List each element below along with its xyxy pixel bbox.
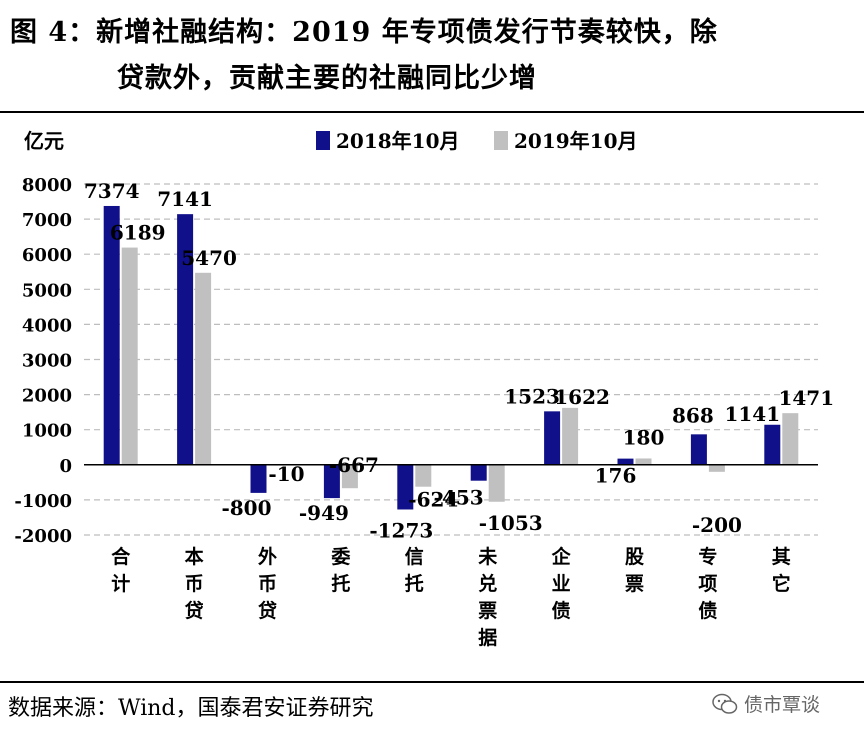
data-label: -624 (408, 488, 458, 512)
category-label-char: 信 (405, 545, 424, 568)
data-label: 1471 (778, 386, 834, 410)
y-tick-label: 1000 (22, 421, 72, 442)
data-label: 7374 (84, 179, 140, 203)
bar-2019 (635, 458, 652, 465)
y-tick-label: 7000 (22, 210, 72, 231)
data-label: -200 (692, 513, 742, 537)
y-axis-unit-label: 亿元 (24, 129, 64, 153)
bar-2018 (764, 424, 781, 465)
category-label-char: 兑 (478, 572, 497, 595)
category-label-char: 计 (111, 573, 130, 595)
category-label-char: 贷 (258, 599, 277, 622)
category-label-char: 企 (551, 545, 572, 568)
category-label-char: 未 (477, 545, 497, 568)
figure-title: 图 4：新增社融结构：2019 年专项债发行节奏较快，除 贷款外，贡献主要的社融… (10, 10, 860, 102)
legend-swatch-2018 (316, 131, 330, 150)
category-label-char: 它 (772, 572, 791, 595)
bar-2018 (544, 411, 561, 465)
category-label-char: 专 (698, 545, 717, 568)
category-label-char: 本 (185, 545, 204, 568)
category-label-char: 外 (258, 545, 277, 568)
y-tick-label: 3000 (22, 351, 72, 372)
data-label: 1622 (554, 385, 610, 409)
data-label: 1523 (504, 384, 560, 408)
category-label-char: 合 (111, 545, 131, 568)
top-rule (0, 111, 864, 113)
bar-2019 (708, 464, 725, 472)
category-label-char: 债 (552, 599, 571, 622)
data-label: 868 (672, 403, 714, 427)
data-label: 180 (623, 425, 665, 449)
y-tick-label: 2000 (22, 386, 72, 407)
data-label: 5470 (181, 246, 237, 270)
bar-2019 (341, 464, 358, 489)
legend-label-2018: 2018年10月 (336, 129, 460, 153)
category-label-char: 债 (698, 599, 717, 622)
category-label-char: 贷 (185, 599, 204, 622)
data-label: 7141 (157, 187, 213, 211)
bar-2019 (782, 413, 799, 465)
bar-2018 (323, 464, 340, 499)
title-line-1: 图 4：新增社融结构：2019 年专项债发行节奏较快，除 (10, 17, 718, 48)
category-label-char: 币 (258, 573, 277, 595)
data-label: -1053 (479, 511, 543, 535)
y-tick-label: 4000 (22, 315, 72, 336)
category-label-char: 委 (330, 546, 350, 568)
chart-legend: 2018年10月 2019年10月 (316, 129, 638, 153)
bar-2019 (488, 464, 505, 502)
bar-2019 (562, 407, 579, 465)
y-tick-label: -1000 (14, 491, 72, 512)
bar-2018 (177, 214, 194, 465)
category-label-char: 币 (185, 573, 204, 595)
data-label: -800 (221, 496, 271, 520)
data-label: 6189 (110, 221, 166, 245)
data-label: -10 (268, 462, 304, 486)
y-tick-label: 6000 (22, 245, 72, 266)
y-tick-label: 5000 (22, 280, 72, 301)
legend-label-2019: 2019年10月 (514, 129, 638, 153)
category-label-char: 业 (552, 573, 571, 595)
bar-2019 (121, 247, 138, 465)
watermark: 债市覃谈 (712, 690, 820, 717)
category-label-char: 股 (625, 546, 644, 568)
category-label-char: 项 (698, 573, 717, 595)
data-label: -453 (434, 486, 484, 510)
bar-2018 (690, 434, 707, 465)
y-tick-label: 8000 (22, 175, 72, 196)
bottom-rule (0, 681, 864, 683)
data-label: -949 (299, 501, 349, 525)
bar-2018 (617, 458, 634, 465)
source-note: 数据来源：Wind，国泰君安证券研究 (8, 696, 374, 721)
category-label-char: 票 (478, 600, 497, 622)
bar-2018 (397, 464, 414, 510)
category-label-char: 托 (331, 573, 350, 595)
category-label-char: 托 (405, 573, 424, 595)
watermark-text: 债市覃谈 (744, 694, 821, 716)
category-label-char: 其 (772, 546, 791, 568)
category-label-char: 据 (478, 626, 497, 649)
bar-2018 (103, 205, 120, 465)
data-label: 1141 (724, 402, 780, 426)
bar-2018 (250, 464, 267, 493)
legend-swatch-2019 (494, 131, 508, 150)
data-label: -1273 (369, 518, 433, 542)
y-tick-label: 0 (59, 456, 72, 477)
title-line-2: 贷款外，贡献主要的社融同比少增 (117, 63, 537, 94)
data-label: 176 (595, 464, 637, 488)
wechat-icon (712, 693, 738, 714)
y-tick-label: -2000 (14, 526, 72, 547)
bar-2018 (470, 464, 487, 481)
bar-2019 (195, 272, 212, 465)
bar-2019 (415, 464, 432, 487)
bar-chart: 亿元 2018年10月 2019年10月 7374 6189 7141 5470 -80… (14, 129, 834, 649)
category-label-char: 票 (625, 573, 644, 595)
